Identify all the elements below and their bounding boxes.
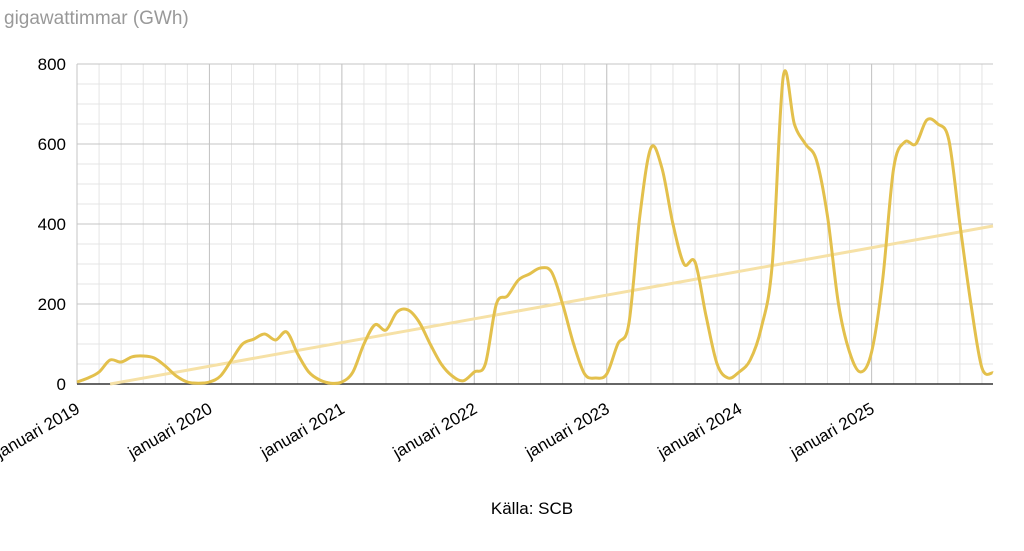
- x-tick-label: januari 2022: [389, 399, 480, 463]
- y-tick-label: 600: [38, 135, 66, 154]
- y-tick-label: 200: [38, 295, 66, 314]
- x-tick-label: januari 2020: [124, 399, 215, 463]
- y-axis-label: gigawattimmar (GWh): [4, 8, 189, 29]
- x-tick-label: januari 2019: [0, 399, 83, 463]
- x-tick-label: januari 2021: [256, 399, 347, 463]
- x-tick-label: januari 2024: [654, 399, 745, 463]
- y-tick-label: 800: [38, 55, 66, 74]
- x-tick-label: januari 2023: [521, 399, 612, 463]
- y-tick-label: 400: [38, 215, 66, 234]
- y-tick-label: 0: [57, 375, 66, 394]
- data-line: [76, 69, 994, 385]
- trend-line: [109, 224, 994, 386]
- source: Källa: SCB: [491, 499, 573, 518]
- x-tick-label: januari 2025: [786, 399, 877, 463]
